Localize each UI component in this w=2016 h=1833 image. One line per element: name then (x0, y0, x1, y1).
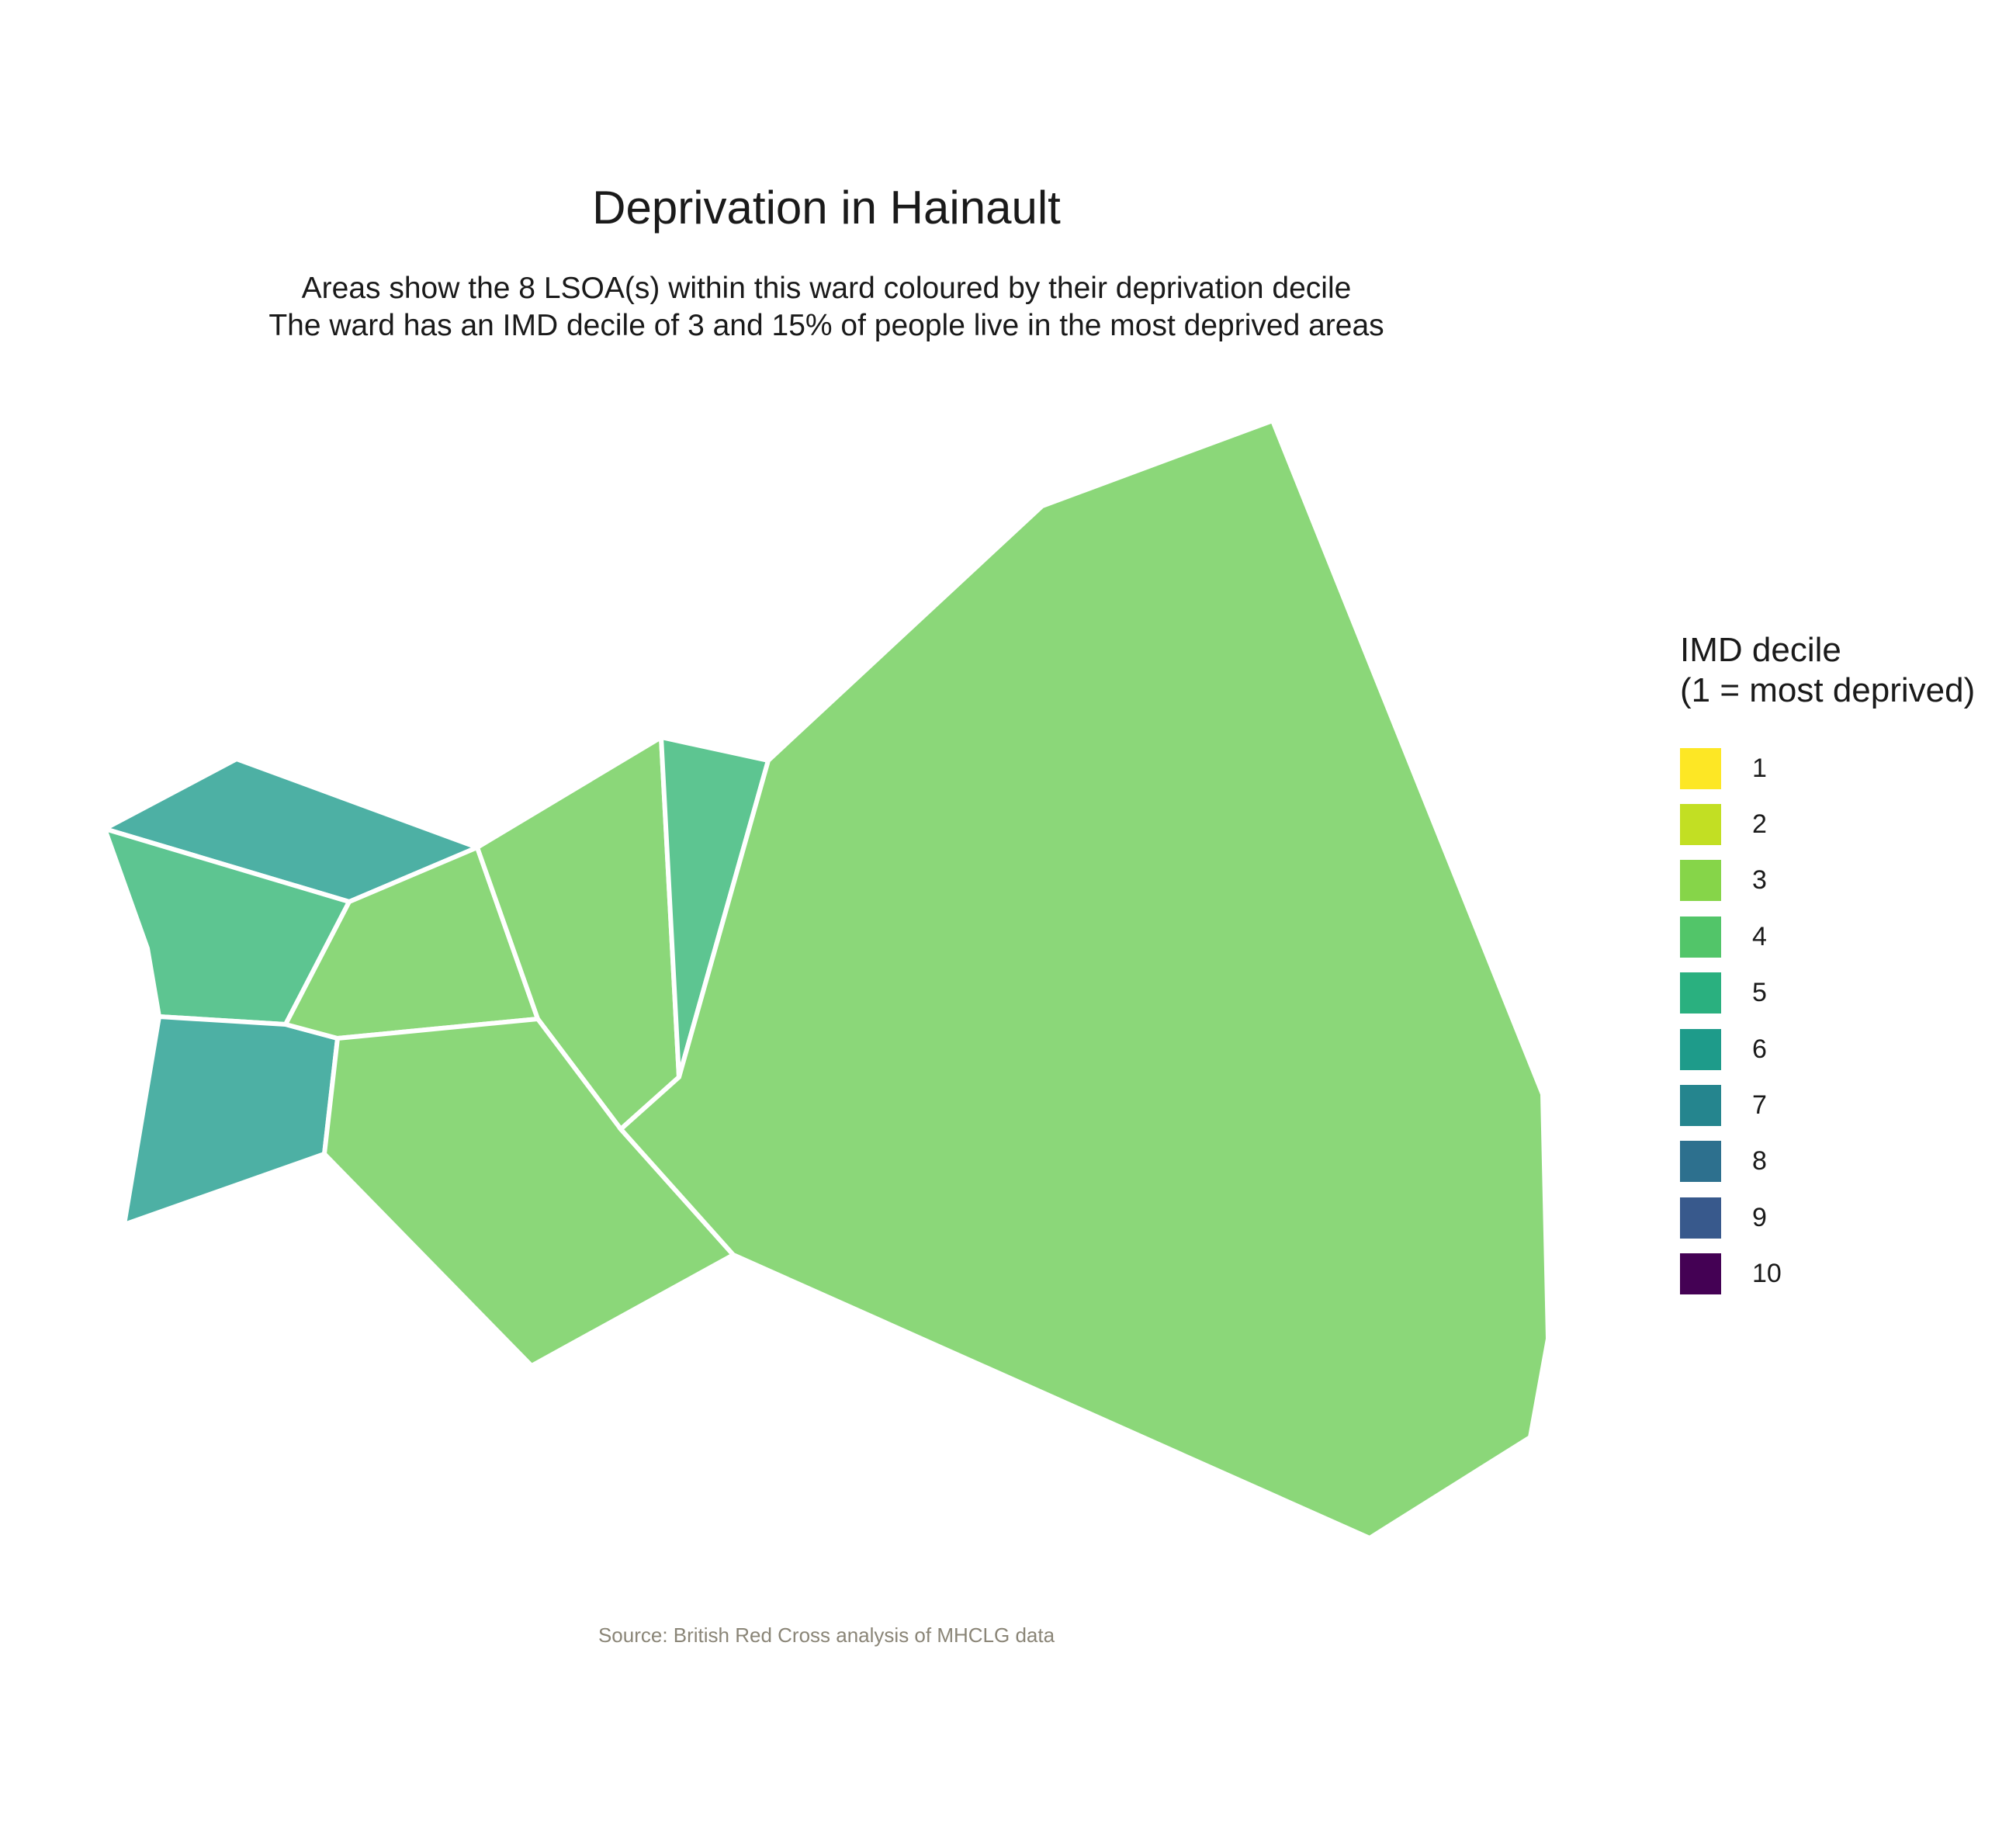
legend-item: 6 (1680, 1021, 1975, 1077)
legend-label: 5 (1752, 978, 1767, 1008)
legend-item: 10 (1680, 1246, 1975, 1302)
legend-swatch (1680, 804, 1721, 846)
legend-label: 1 (1752, 753, 1767, 783)
source-caption: Source: British Red Cross analysis of MH… (598, 1623, 1055, 1647)
legend-label: 6 (1752, 1034, 1767, 1064)
legend-title: IMD decile (1 = most deprived) (1680, 630, 1975, 711)
subtitle-line-2: The ward has an IMD decile of 3 and 15% … (268, 309, 1384, 342)
legend-item: 4 (1680, 909, 1975, 965)
legend-swatch (1680, 1085, 1721, 1127)
legend-item: 1 (1680, 740, 1975, 796)
legend: IMD decile (1 = most deprived) 1 2 3 4 5… (1680, 630, 1975, 1302)
page-title: Deprivation in Hainault (592, 182, 1061, 234)
legend-swatch (1680, 1253, 1721, 1295)
legend-swatch (1680, 747, 1721, 789)
legend-title-line-2: (1 = most deprived) (1680, 671, 1976, 709)
legend-swatch (1680, 1028, 1721, 1070)
legend-swatch (1680, 1197, 1721, 1239)
legend-swatch (1680, 972, 1721, 1014)
legend-label: 4 (1752, 921, 1767, 951)
legend-label: 2 (1752, 809, 1767, 840)
lsoa-south-west (121, 1014, 341, 1228)
legend-item: 5 (1680, 965, 1975, 1021)
legend-item: 8 (1680, 1134, 1975, 1190)
legend-title-line-1: IMD decile (1680, 631, 1841, 669)
legend-label: 3 (1752, 865, 1767, 896)
legend-label: 8 (1752, 1146, 1767, 1176)
legend-swatch (1680, 1141, 1721, 1183)
legend-item: 2 (1680, 796, 1975, 852)
legend-item: 9 (1680, 1190, 1975, 1246)
legend-item: 7 (1680, 1077, 1975, 1133)
subtitle-line-1: Areas show the 8 LSOA(s) within this war… (301, 272, 1352, 305)
legend-items: 1 2 3 4 5 6 7 8 (1680, 740, 1975, 1302)
legend-item: 3 (1680, 853, 1975, 909)
legend-label: 10 (1752, 1259, 1782, 1289)
legend-swatch (1680, 860, 1721, 902)
legend-label: 9 (1752, 1202, 1767, 1232)
lsoa-east (617, 418, 1551, 1541)
legend-swatch (1680, 916, 1721, 958)
legend-label: 7 (1752, 1090, 1767, 1121)
